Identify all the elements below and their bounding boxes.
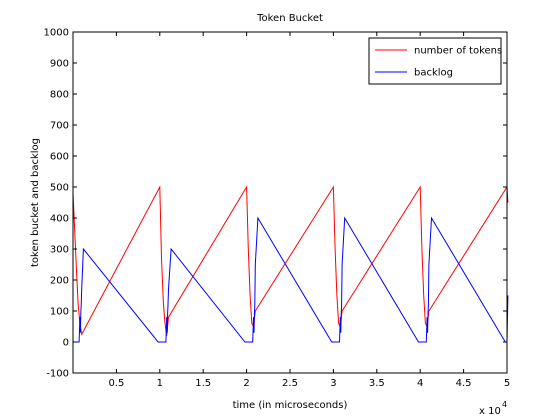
legend-box — [368, 37, 502, 85]
x-axis: 0.5 1 1.5 2 2.5 3 3.5 4 4.5 5 — [108, 32, 510, 389]
x-tick-label: 4 — [417, 378, 423, 389]
y-tick-label: 700 — [50, 121, 69, 132]
y-tick-label: 200 — [50, 276, 69, 287]
legend-label-tokens: number of tokens — [414, 46, 502, 57]
legend-label-backlog: backlog — [414, 68, 453, 79]
x-tick-label: 1.5 — [195, 378, 211, 389]
y-tick-label: 500 — [50, 183, 69, 194]
y-tick-label: -100 — [46, 369, 69, 380]
series-line-backlog — [73, 216, 509, 343]
x-tick-label: 1 — [157, 378, 163, 389]
legend: number of tokens backlog — [368, 37, 502, 85]
x-tick-label: 2.5 — [282, 378, 298, 389]
y-tick-label: 1000 — [44, 28, 69, 39]
y-tick-label: 0 — [63, 338, 69, 349]
series-layer — [72, 185, 509, 343]
plot-area — [73, 32, 507, 373]
x-tick-label: 3 — [330, 378, 336, 389]
x-tick-label: 4.5 — [456, 378, 472, 389]
x-axis-label: time (in microseconds) — [233, 400, 348, 411]
chart-title: Token Bucket — [256, 13, 323, 24]
y-axis-label: token bucket and backlog — [30, 138, 41, 267]
x-tick-label: 3.5 — [369, 378, 385, 389]
x-tick-label: 2 — [243, 378, 249, 389]
x-axis-multiplier-exponent: 4 — [502, 400, 507, 409]
x-tick-label: 5 — [504, 378, 510, 389]
x-axis-multiplier: x 10 — [479, 406, 501, 417]
y-tick-label: 600 — [50, 152, 69, 163]
y-tick-label: 400 — [50, 214, 69, 225]
y-tick-label: 100 — [50, 307, 69, 318]
y-tick-label: 300 — [50, 245, 69, 256]
y-tick-label: 800 — [50, 90, 69, 101]
y-tick-label: 900 — [50, 59, 69, 70]
x-tick-label: 0.5 — [108, 378, 124, 389]
y-axis: -100 0 100 200 300 400 500 600 700 800 900 1000 — [44, 28, 507, 380]
